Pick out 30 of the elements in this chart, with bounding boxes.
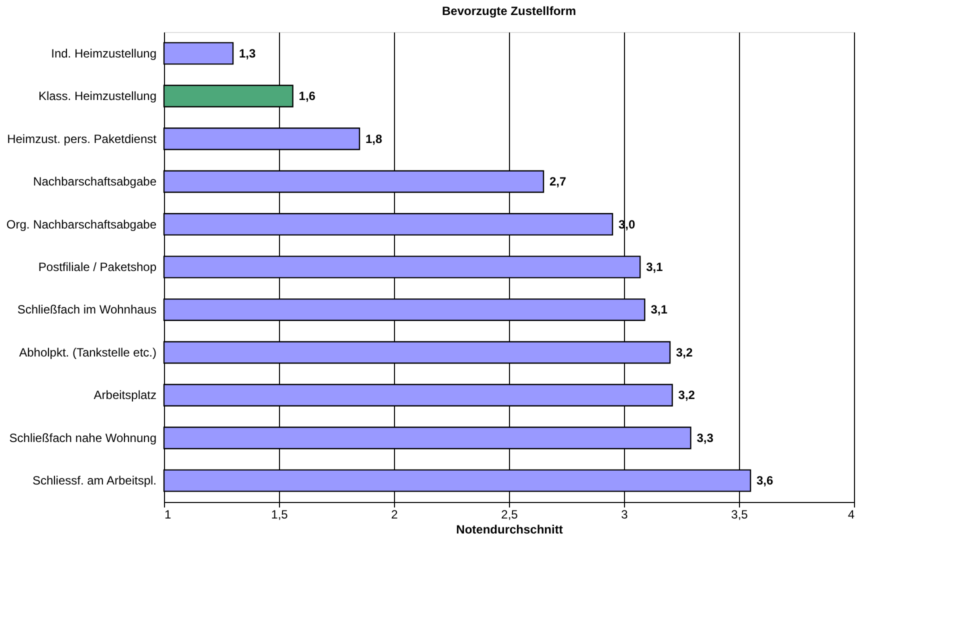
data-label: 3,2 — [678, 388, 696, 402]
x-tick-label: 3,5 — [731, 508, 748, 522]
x-tick-label: 1,5 — [271, 508, 288, 522]
x-tick-label: 4 — [848, 508, 855, 522]
y-tick-label: Org. Nachbarschaftsabgabe — [6, 217, 157, 232]
x-tick-label: 2,5 — [501, 508, 518, 522]
x-tick-label: 2 — [391, 508, 398, 522]
y-tick-label: Schließfach im Wohnhaus — [17, 302, 156, 317]
x-tick-label: 3 — [621, 508, 628, 522]
data-label: 3,1 — [646, 260, 664, 274]
x-axis-title: Notendurchschnitt — [456, 522, 563, 536]
y-tick-label: Schließfach nahe Wohnung — [9, 430, 156, 445]
y-tick-label: Abholpkt. (Tankstelle etc.) — [19, 345, 156, 360]
data-label: 3,3 — [696, 430, 714, 445]
y-tick-label: Ind. Heimzustellung — [51, 46, 156, 60]
data-label: 1,8 — [366, 132, 383, 146]
data-label: 1,6 — [298, 89, 316, 104]
x-tick-label: 1 — [164, 508, 172, 522]
data-label: 1,3 — [239, 46, 256, 60]
data-label: 2,7 — [550, 174, 567, 189]
chart-title: Bevorzugte Zustellform — [442, 4, 576, 18]
data-label: 3,1 — [650, 302, 668, 317]
y-tick-label: Klass. Heimzustellung — [38, 89, 156, 104]
data-label: 3,2 — [676, 345, 694, 360]
y-tick-label: Nachbarschaftsabgabe — [33, 174, 157, 189]
y-tick-label: Heimzust. pers. Paketdienst — [7, 132, 158, 146]
data-label: 3,6 — [756, 474, 774, 488]
y-tick-label: Arbeitsplatz — [94, 388, 156, 402]
y-tick-label: Postfiliale / Paketshop — [38, 260, 157, 274]
y-tick-label: Schliessf. am Arbeitspl. — [32, 474, 156, 488]
